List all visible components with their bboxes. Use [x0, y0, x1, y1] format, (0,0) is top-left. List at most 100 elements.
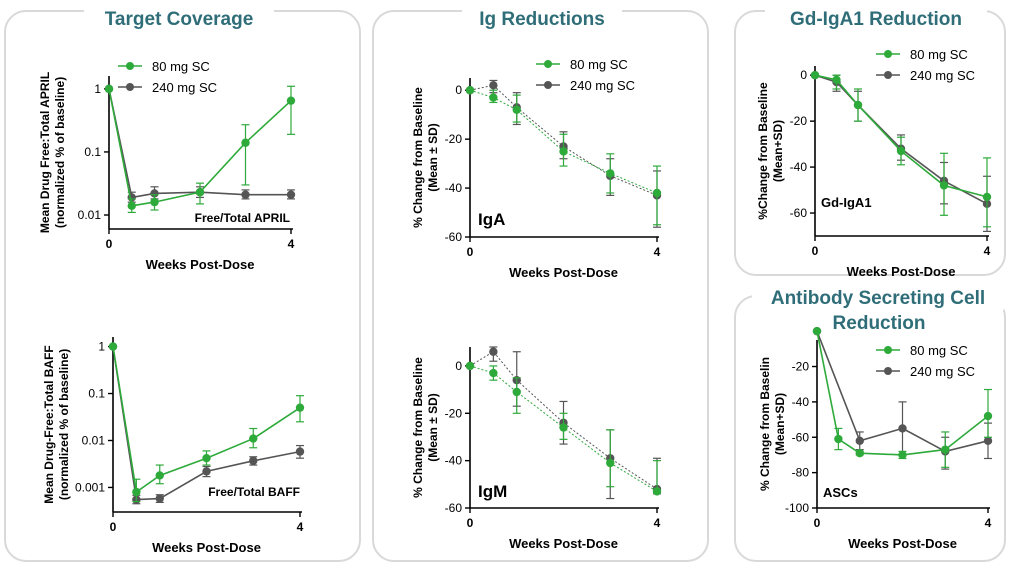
asc-y-axis-label: % Change from Baselin	[758, 357, 772, 491]
asc-y-tick-label: -60	[792, 430, 810, 444]
iga-y-tick-label: -20	[445, 132, 463, 146]
gdiga1-y-tick-label: -40	[790, 160, 808, 174]
april-y-tick-label: 0.01	[78, 208, 102, 222]
asc-data-point	[898, 450, 907, 460]
igm-y-axis-label: % Change from Baseline	[411, 357, 425, 498]
april-y-axis-label: (normalized % of baseline)	[53, 77, 67, 228]
igm-data-point	[652, 487, 662, 496]
asc-y-tick-label: -100	[785, 501, 809, 515]
baff-data-point	[202, 453, 211, 463]
baff-y-tick-label: 0.1	[88, 387, 105, 401]
igm-data-point	[606, 458, 615, 468]
gdiga1-y-tick-label: 0	[800, 68, 807, 82]
asc-legend-marker	[884, 346, 892, 354]
gdiga1-data-point	[982, 192, 992, 202]
asc-x-tick-label: 0	[814, 516, 821, 530]
baff-series-line-1	[112, 346, 301, 501]
april-data-point	[241, 138, 250, 147]
april-y-tick-label: 0.1	[84, 145, 101, 159]
baff-data-point	[249, 456, 258, 465]
april-series-line-0	[108, 88, 292, 207]
april-data-point	[286, 96, 296, 105]
baff-data-point	[155, 494, 164, 503]
gdiga1-data-point	[810, 70, 820, 80]
baff-y-axis-label: (normalized % of baseline)	[57, 349, 71, 500]
iga-legend-label: 240 mg SC	[570, 78, 635, 93]
iga-data-point	[652, 188, 662, 198]
asc-panel	[734, 295, 1006, 562]
iga-y-tick-label: -40	[445, 181, 463, 195]
igm-annotation: IgM	[478, 482, 507, 501]
gdiga1-data-point	[853, 100, 863, 110]
gdiga1-data-point	[832, 75, 841, 84]
april-x-tick-label: 0	[106, 237, 113, 251]
baff-data-point	[202, 467, 211, 476]
april-data-point	[241, 190, 250, 199]
gdiga1-legend-label: 240 mg SC	[910, 68, 975, 83]
gdiga1-y-tick-label: -20	[790, 114, 808, 128]
asc-data-point	[941, 445, 950, 454]
gdiga1-annotation: Gd-IgA1	[821, 195, 872, 210]
asc-legend-marker	[884, 367, 892, 375]
asc-annotation: ASCs	[823, 485, 858, 500]
april-data-point	[104, 84, 114, 94]
april-legend-label: 240 mg SC	[152, 80, 217, 95]
baff-annotation: Free/Total BAFF	[208, 485, 300, 499]
baff-data-point	[295, 403, 305, 412]
baff-y-axis-label: Mean Drug-Free:Total BAFF	[42, 345, 56, 503]
iga-legend-marker	[544, 81, 552, 89]
asc-data-point	[855, 436, 864, 445]
iga-data-point	[489, 81, 498, 90]
baff-y-tick-label: 0.001	[75, 480, 105, 494]
igm-data-point	[559, 423, 568, 432]
iga-data-point	[512, 105, 521, 115]
igm-y-tick-label: 0	[455, 359, 462, 373]
igm-data-point	[489, 347, 498, 356]
igm-data-point	[465, 361, 475, 371]
gdiga1-data-point	[939, 181, 949, 190]
igm-y-tick-label: -20	[445, 406, 463, 420]
april-y-axis-label: Mean Drug Free:Total APRIL	[38, 72, 52, 233]
baff-y-tick-label: 0.01	[82, 433, 106, 447]
baff-data-point	[132, 487, 141, 497]
target-coverage-panel	[4, 10, 361, 562]
baff-data-point	[108, 342, 118, 351]
asc-data-point	[983, 436, 993, 445]
baff-x-tick-label: 4	[297, 520, 304, 534]
iga-y-axis-label: % Change from Baseline	[411, 87, 425, 228]
igm-y-axis-label: (Mean ± SD)	[426, 393, 440, 462]
gdiga1-data-point	[896, 146, 906, 156]
asc-data-point	[855, 448, 864, 458]
april-data-point	[286, 190, 296, 199]
igm-data-point	[512, 387, 521, 397]
april-legend-marker	[126, 83, 134, 91]
april-data-point	[195, 187, 205, 197]
iga-y-tick-label: 0	[455, 83, 462, 97]
iga-legend-marker	[544, 60, 552, 68]
april-data-point	[150, 197, 159, 207]
baff-data-point	[249, 434, 258, 443]
asc-y-tick-label: -80	[792, 466, 810, 480]
asc-series-line-0	[816, 331, 989, 456]
gdiga1-x-tick-label: 0	[812, 244, 819, 258]
iga-data-point	[489, 93, 498, 102]
iga-x-axis-label: Weeks Post-Dose	[509, 265, 618, 280]
asc-data-point	[898, 424, 907, 433]
iga-y-axis-label: (Mean ± SD)	[426, 123, 440, 192]
gdiga1-x-axis-label: Weeks Post-Dose	[847, 264, 956, 279]
igm-x-axis-label: Weeks Post-Dose	[509, 536, 618, 551]
gdiga1-legend-marker	[884, 50, 892, 58]
baff-x-axis-label: Weeks Post-Dose	[152, 540, 261, 555]
asc-data-point	[983, 411, 993, 421]
april-legend-label: 80 mg SC	[152, 59, 210, 74]
asc-title-line2: Reduction	[820, 313, 938, 335]
iga-annotation: IgA	[478, 210, 505, 229]
asc-y-tick-label: -40	[792, 395, 810, 409]
april-legend-marker	[126, 62, 134, 70]
baff-x-tick-label: 0	[110, 520, 117, 534]
baff-data-point	[155, 471, 164, 480]
april-annotation: Free/Total APRIL	[195, 211, 290, 225]
asc-legend-label: 240 mg SC	[910, 364, 975, 379]
igm-y-tick-label: -60	[445, 501, 463, 515]
gdiga1-legend-marker	[884, 71, 892, 79]
